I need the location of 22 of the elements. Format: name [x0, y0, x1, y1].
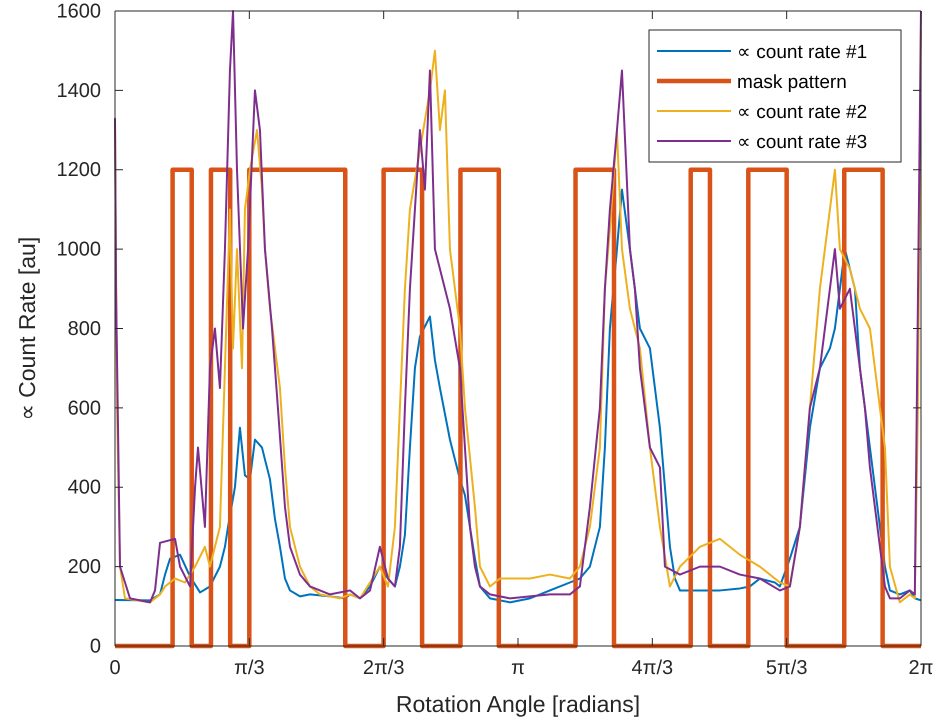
x-tick-label: 0 [109, 657, 121, 680]
y-tick-label: 400 [68, 476, 101, 499]
x-axis-title: Rotation Angle [radians] [396, 691, 640, 717]
legend-label: ∝ count rate #2 [737, 102, 868, 123]
y-tick-label: 800 [68, 318, 101, 340]
legend-label: mask pattern [737, 72, 847, 93]
legend-label: ∝ count rate #1 [737, 42, 868, 63]
x-tick-label: 5π/3 [766, 657, 808, 680]
x-tick-label: π [511, 657, 525, 680]
x-tick-label: π/3 [234, 657, 265, 680]
y-tick-label: 1400 [56, 80, 101, 102]
y-tick-label: 200 [68, 556, 101, 578]
y-tick-label: 0 [90, 635, 101, 658]
y-tick-label: 1000 [56, 238, 101, 261]
y-tick-label: 1200 [56, 159, 101, 182]
y-tick-label: 1600 [56, 0, 101, 22]
legend-label: ∝ count rate #3 [737, 132, 868, 153]
y-axis-title: ∝ Count Rate [au] [14, 236, 40, 420]
x-tick-label: 2π/3 [362, 657, 404, 680]
x-tick-label: 4π/3 [632, 657, 674, 680]
x-tick-label: 2π [908, 657, 934, 680]
y-tick-label: 600 [68, 397, 101, 420]
